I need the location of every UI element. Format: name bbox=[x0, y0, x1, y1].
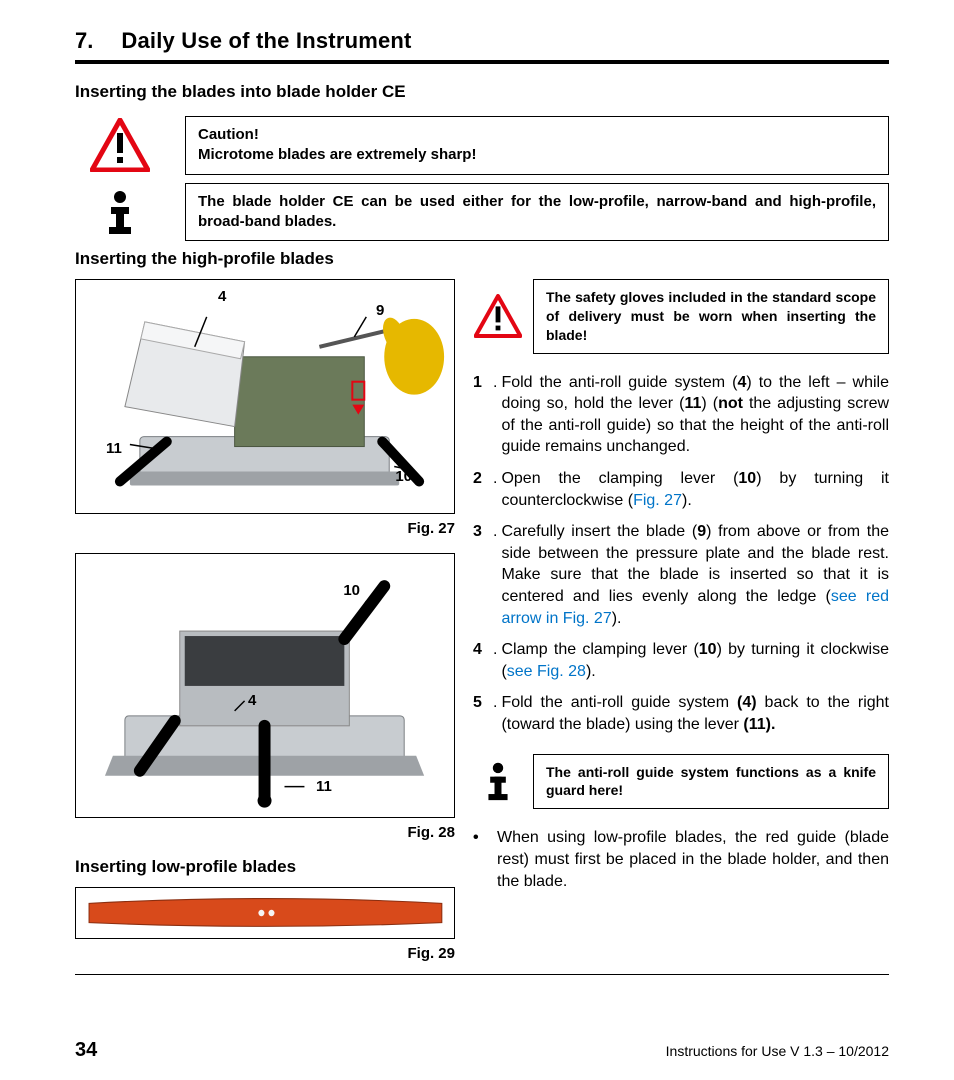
right-column: The safety gloves included in the standa… bbox=[473, 279, 889, 962]
step-5: 5. Fold the anti-roll guide system (4) b… bbox=[473, 692, 889, 735]
step-4: 4. Clamp the clamping lever (10) by turn… bbox=[473, 639, 889, 682]
footer-text: Instructions for Use V 1.3 – 10/2012 bbox=[666, 1043, 889, 1059]
rule-thick bbox=[75, 60, 889, 64]
knifeguard-row: The anti-roll guide system functions as … bbox=[473, 754, 889, 810]
gloves-note-row: The safety gloves included in the standa… bbox=[473, 279, 889, 354]
fig27-label-4: 4 bbox=[218, 288, 226, 305]
figure-28: 10 4 11 bbox=[75, 553, 455, 818]
subhead-high: Inserting the high-profile blades bbox=[75, 249, 889, 269]
chapter-number: 7. bbox=[75, 28, 93, 54]
caution-text: Microtome blades are extremely sharp! bbox=[198, 145, 876, 165]
fig28-caption: Fig. 28 bbox=[75, 824, 455, 841]
page-number: 34 bbox=[75, 1039, 97, 1062]
footer: 34 Instructions for Use V 1.3 – 10/2012 bbox=[75, 1039, 889, 1062]
rule-thin bbox=[75, 974, 889, 975]
left-column: 4 9 11 10 Fig. 27 bbox=[75, 279, 455, 962]
fig27-label-10: 10 bbox=[395, 468, 412, 485]
bullet-low-profile: • When using low-profile blades, the red… bbox=[473, 827, 889, 892]
caution-title: Caution! bbox=[198, 125, 876, 145]
fig27-label-11: 11 bbox=[106, 440, 122, 457]
info-icon bbox=[75, 183, 165, 242]
link-fig27[interactable]: Fig. 27 bbox=[633, 492, 682, 509]
chapter-header: 7. Daily Use of the Instrument bbox=[75, 28, 889, 54]
subhead-low: Inserting low-profile blades bbox=[75, 857, 455, 877]
fig28-label-11: 11 bbox=[316, 778, 332, 795]
fig27-caption: Fig. 27 bbox=[75, 520, 455, 537]
gloves-note: The safety gloves included in the standa… bbox=[533, 279, 889, 354]
chapter-title: Daily Use of the Instrument bbox=[121, 28, 411, 54]
fig27-label-9: 9 bbox=[376, 302, 384, 319]
warning-icon bbox=[473, 279, 523, 354]
link-fig28[interactable]: see Fig. 28 bbox=[507, 663, 586, 680]
caution-box: Caution! Microtome blades are extremely … bbox=[185, 116, 889, 175]
knifeguard-note: The anti-roll guide system functions as … bbox=[533, 754, 889, 810]
fig29-caption: Fig. 29 bbox=[75, 945, 455, 962]
info-row: The blade holder CE can be used either f… bbox=[75, 183, 889, 242]
fig28-label-10: 10 bbox=[343, 582, 360, 599]
info-icon bbox=[473, 754, 523, 810]
step-1: 1. Fold the anti-roll guide system (4) t… bbox=[473, 372, 889, 458]
caution-row: Caution! Microtome blades are extremely … bbox=[75, 116, 889, 175]
subhead-main: Inserting the blades into blade holder C… bbox=[75, 82, 889, 102]
figure-29 bbox=[75, 887, 455, 939]
steps-list: 1. Fold the anti-roll guide system (4) t… bbox=[473, 372, 889, 736]
step-2: 2. Open the clamping lever (10) by turni… bbox=[473, 468, 889, 511]
fig28-label-4: 4 bbox=[248, 692, 256, 709]
warning-icon bbox=[75, 116, 165, 175]
info-box: The blade holder CE can be used either f… bbox=[185, 183, 889, 242]
figure-27: 4 9 11 10 bbox=[75, 279, 455, 514]
two-column-layout: 4 9 11 10 Fig. 27 bbox=[75, 279, 889, 962]
step-3: 3. Carefully insert the blade (9) from a… bbox=[473, 521, 889, 629]
bullet-list: • When using low-profile blades, the red… bbox=[473, 827, 889, 892]
